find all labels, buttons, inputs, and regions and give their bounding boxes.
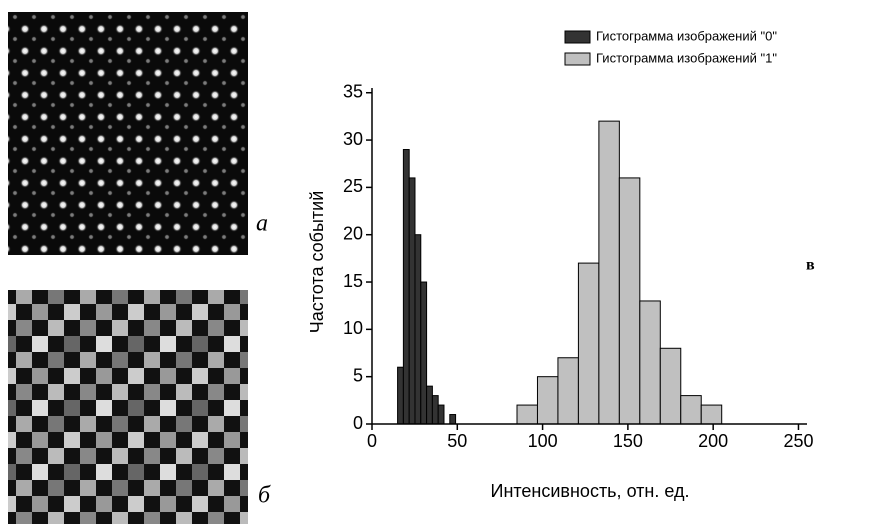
bar: [426, 385, 433, 425]
y-tick-label: 25: [343, 176, 363, 196]
y-tick-label: 20: [343, 223, 363, 243]
bar: [557, 357, 579, 425]
bar: [659, 347, 682, 425]
bar: [516, 404, 538, 425]
bar: [680, 395, 702, 425]
bar: [598, 120, 620, 425]
legend-label: Гистограмма изображений "1": [596, 50, 777, 65]
panel-label: а: [256, 211, 268, 237]
bar: [577, 262, 600, 425]
x-tick-label: 200: [698, 431, 728, 451]
bar: [437, 404, 445, 425]
legend-swatch: [564, 52, 591, 66]
bar: [414, 234, 422, 425]
image-a: [8, 12, 248, 255]
bar: [408, 177, 416, 425]
panel-label: б: [258, 483, 271, 509]
x-tick-label: 50: [447, 431, 467, 451]
bar: [449, 414, 457, 425]
x-axis-title: Интенсивность, отн. ед.: [491, 481, 690, 501]
bar: [536, 376, 559, 425]
y-tick-label: 0: [353, 413, 363, 433]
y-tick-label: 10: [343, 318, 363, 338]
bar: [397, 366, 404, 425]
y-tick-label: 15: [343, 271, 363, 291]
image-b: [8, 290, 248, 524]
x-tick-label: 100: [528, 431, 558, 451]
bar: [618, 177, 641, 425]
bar: [402, 149, 410, 425]
y-tick-label: 30: [343, 129, 363, 149]
bar: [639, 300, 661, 425]
bar: [420, 281, 428, 425]
legend-swatch: [564, 30, 591, 44]
y-axis-title: Частота событий: [307, 191, 327, 334]
bar: [700, 404, 723, 425]
legend-label: Гистограмма изображений "0": [596, 28, 777, 43]
x-tick-label: 250: [783, 431, 813, 451]
panel-label: в: [806, 257, 815, 274]
y-tick-label: 5: [353, 365, 363, 385]
x-tick-label: 150: [613, 431, 643, 451]
bar: [431, 395, 439, 425]
x-tick-label: 0: [367, 431, 377, 451]
y-tick-label: 35: [343, 81, 363, 101]
